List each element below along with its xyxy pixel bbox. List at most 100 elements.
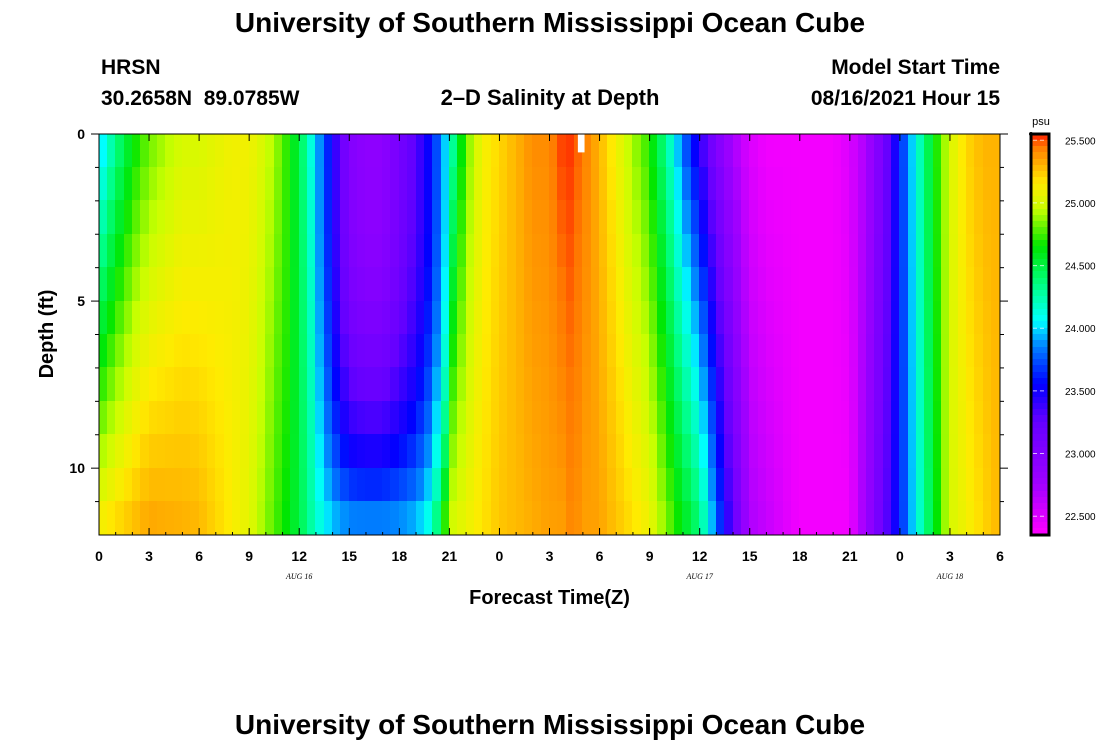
heatmap-cell: [374, 434, 383, 469]
heatmap-cell: [474, 334, 483, 368]
heatmap-cell: [257, 301, 266, 335]
heatmap-cell: [491, 434, 500, 469]
heatmap-cell: [674, 234, 683, 268]
heatmap-cell: [432, 267, 442, 302]
colorbar-segment: [1031, 321, 1049, 329]
heatmap-cell: [449, 234, 458, 268]
heatmap-cell: [699, 434, 709, 469]
heatmap-cell: [107, 334, 116, 368]
heatmap-cell: [624, 267, 633, 302]
heatmap-cell: [449, 401, 458, 435]
heatmap-cell: [691, 468, 700, 502]
heatmap-cell: [641, 267, 650, 302]
heatmap-cell: [340, 434, 350, 469]
heatmap-cell: [616, 167, 625, 201]
heatmap-cell: [124, 200, 133, 235]
heatmap-cell: [474, 267, 483, 302]
heatmap-cell: [632, 167, 642, 201]
heatmap-cell: [157, 267, 166, 302]
heatmap-cell: [457, 334, 467, 368]
heatmap-cell: [516, 234, 525, 268]
heatmap-cell: [99, 267, 108, 302]
heatmap-cell: [541, 301, 550, 335]
colorbar-tick-label: 22.500: [1065, 512, 1096, 523]
heatmap-cell: [307, 501, 316, 535]
heatmap-cell: [741, 367, 750, 402]
heatmap-cell: [324, 167, 333, 201]
heatmap-cell: [883, 134, 892, 168]
heatmap-cell: [657, 234, 667, 268]
colorbar-segment: [1031, 466, 1049, 473]
heatmap-cell: [399, 434, 408, 469]
heatmap-cell: [332, 301, 341, 335]
heatmap-cell: [207, 167, 216, 201]
heatmap-cell: [174, 234, 183, 268]
heatmap-cell: [416, 234, 425, 268]
heatmap-cell: [224, 401, 233, 435]
heatmap-cell: [157, 468, 166, 502]
heatmap-cell: [432, 501, 442, 535]
heatmap-cell: [474, 434, 483, 469]
heatmap-cell: [215, 401, 225, 435]
top-title: University of Southern Mississippi Ocean…: [234, 7, 866, 38]
heatmap-cell: [866, 468, 875, 502]
heatmap-cell: [974, 301, 984, 335]
heatmap-cell: [499, 167, 508, 201]
heatmap-cell: [124, 501, 133, 535]
heatmap-cell: [657, 134, 667, 168]
heatmap-cell: [265, 134, 275, 168]
heatmap-cell: [682, 434, 692, 469]
heatmap-cell: [916, 167, 925, 201]
heatmap-cell: [265, 401, 275, 435]
colorbar-segment: [1031, 509, 1049, 517]
heatmap-cell: [499, 367, 508, 402]
heatmap-cell: [257, 334, 266, 368]
heatmap-cell: [833, 334, 842, 368]
heatmap-cell: [390, 367, 400, 402]
heatmap-cell: [733, 234, 742, 268]
heatmap-cell: [641, 334, 650, 368]
heatmap-cell: [424, 367, 433, 402]
heatmap-cell: [649, 468, 658, 502]
heatmap-cell: [532, 401, 542, 435]
heatmap-cell: [182, 367, 191, 402]
heatmap-cell: [632, 134, 642, 168]
colorbar-segment: [1031, 290, 1049, 297]
heatmap-cell: [274, 200, 283, 235]
heatmap-cell: [708, 434, 717, 469]
heatmap-cell: [282, 134, 291, 168]
heatmap-cell: [457, 167, 467, 201]
heatmap-cell: [265, 367, 275, 402]
heatmap-cell: [858, 401, 867, 435]
heatmap-cell: [549, 167, 558, 201]
heatmap-cell: [924, 334, 934, 368]
heatmap-cell: [524, 401, 533, 435]
heatmap-cell: [841, 334, 850, 368]
heatmap-cell: [816, 234, 825, 268]
heatmap-cell: [899, 468, 909, 502]
heatmap-cell: [733, 501, 742, 535]
heatmap-cell: [265, 468, 275, 502]
heatmap-cell: [307, 134, 316, 168]
heatmap-cell: [666, 301, 675, 335]
heatmap-cell: [315, 134, 325, 168]
heatmap-cell: [207, 334, 216, 368]
heatmap-cell: [941, 434, 950, 469]
heatmap-cell: [474, 234, 483, 268]
heatmap-cell: [107, 167, 116, 201]
heatmap-cell: [599, 167, 608, 201]
heatmap-cell: [924, 501, 934, 535]
heatmap-cell: [783, 501, 792, 535]
heatmap-cell: [124, 468, 133, 502]
colorbar-segment: [1031, 453, 1049, 460]
heatmap-cell: [157, 401, 166, 435]
heatmap-cell: [699, 401, 709, 435]
heatmap-cell: [866, 334, 875, 368]
heatmap-cell: [607, 468, 617, 502]
heatmap-cell: [657, 367, 667, 402]
heatmap-cell: [165, 401, 175, 435]
x-tick-label: 12: [291, 548, 307, 564]
heatmap-cell: [182, 468, 191, 502]
heatmap-cell: [566, 267, 575, 302]
heatmap-cell: [124, 267, 133, 302]
